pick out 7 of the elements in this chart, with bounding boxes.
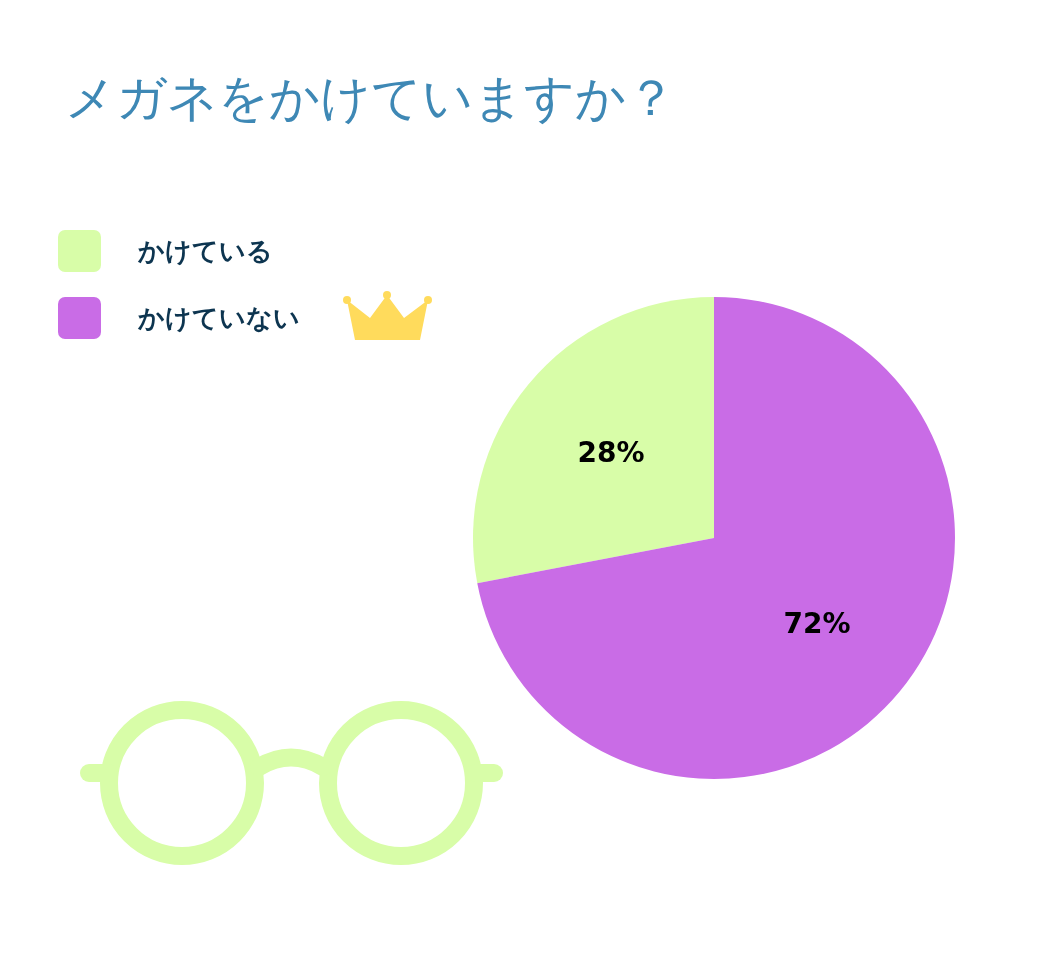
data-label: 72% (783, 606, 851, 640)
legend-label: かけていない (137, 303, 300, 333)
legend-label: かけている (137, 236, 273, 266)
chart-title: メガネをかけていますか？ (65, 69, 676, 127)
pie-slice (477, 297, 955, 779)
data-label: 28% (577, 436, 645, 470)
pie-slice (473, 297, 714, 584)
